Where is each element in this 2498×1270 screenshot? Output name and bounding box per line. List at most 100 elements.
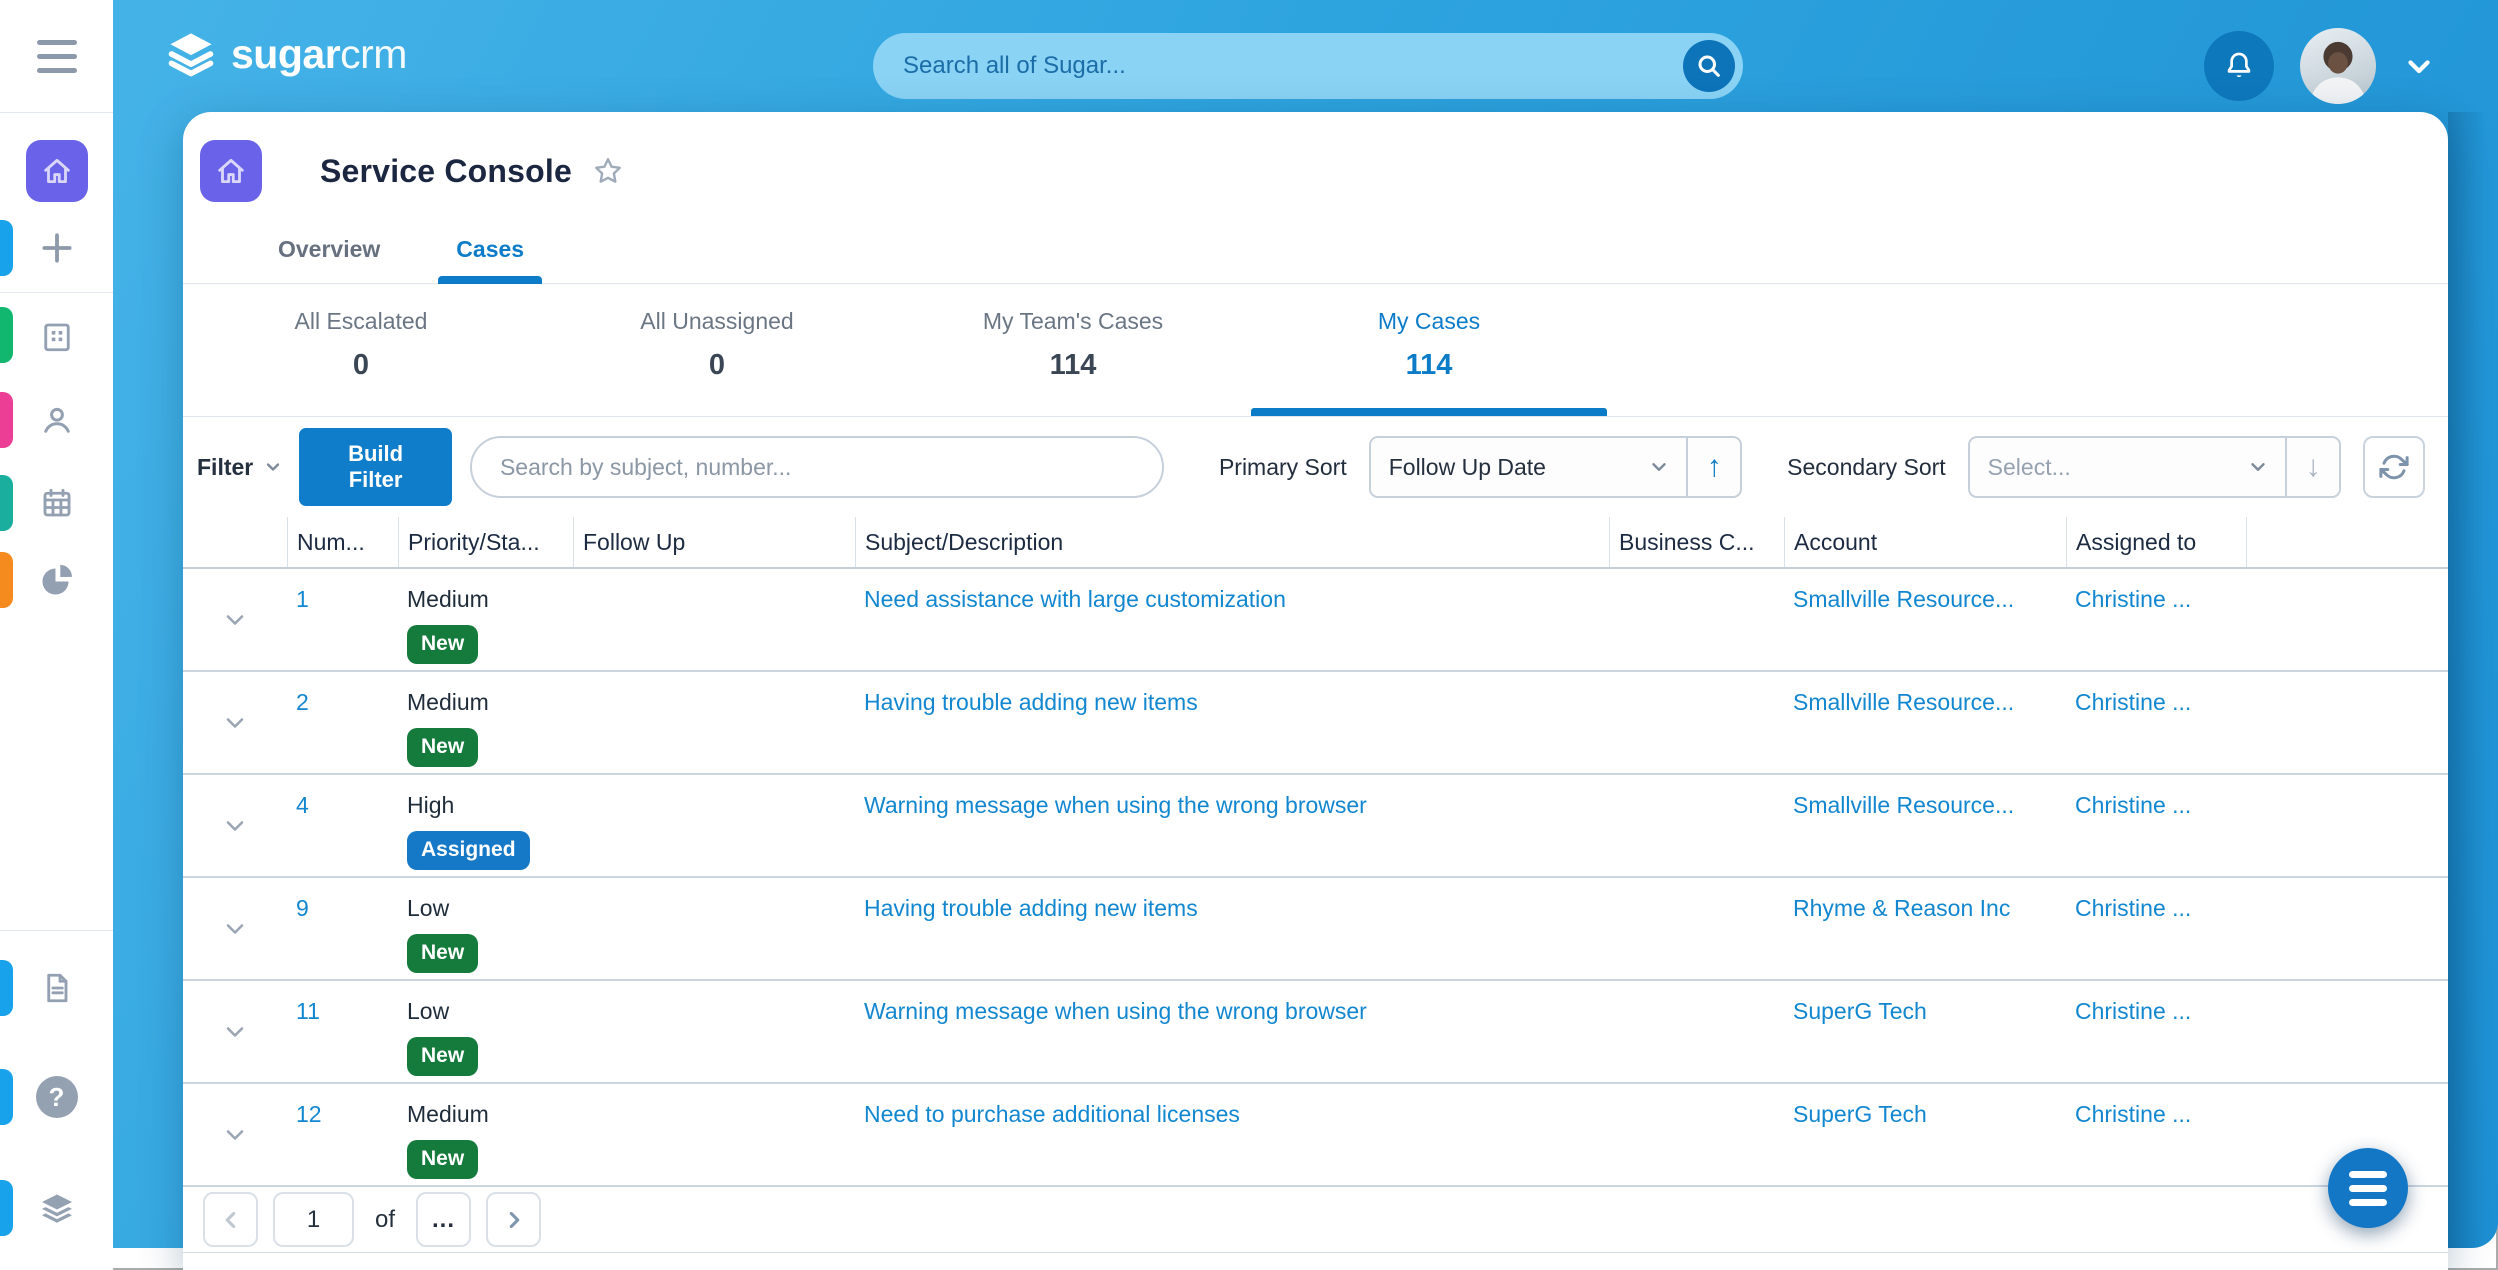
row-expand-chevron-icon[interactable]	[221, 1121, 249, 1149]
case-number-link[interactable]: 4	[296, 792, 309, 818]
sidebar-item-reports[interactable]	[0, 550, 113, 610]
secondary-sort-select[interactable]: Select...	[1970, 438, 2285, 496]
row-expand-chevron-icon[interactable]	[221, 606, 249, 634]
column-priority-status[interactable]: Priority/Sta...	[398, 517, 573, 567]
follow-up-cell	[573, 878, 855, 979]
right-edge-shade	[2448, 112, 2498, 1248]
home-icon	[214, 154, 248, 188]
stat-all-unassigned[interactable]: All Unassigned 0	[640, 308, 794, 381]
business-center-cell	[1609, 1084, 1784, 1185]
sidebar-top	[0, 0, 113, 113]
stat-my-cases[interactable]: My Cases 114	[1251, 284, 1607, 416]
status-badge: New	[407, 1140, 479, 1179]
global-search-button[interactable]	[1683, 40, 1735, 92]
case-number-link[interactable]: 2	[296, 689, 309, 715]
primary-sort-direction-button[interactable]: ↑	[1686, 438, 1740, 496]
previous-page-button[interactable]	[203, 1192, 258, 1247]
subject-link[interactable]: Having trouble adding new items	[864, 895, 1198, 921]
sidebar-item-add[interactable]	[0, 218, 113, 278]
subject-link[interactable]: Having trouble adding new items	[864, 689, 1198, 715]
stat-all-escalated[interactable]: All Escalated 0	[294, 308, 428, 381]
column-follow-up[interactable]: Follow Up	[573, 517, 855, 567]
account-link[interactable]: Rhyme & Reason Inc	[1793, 895, 2011, 921]
status-badge: Assigned	[407, 831, 530, 870]
column-number[interactable]: Num...	[287, 517, 398, 567]
sidebar-item-documents[interactable]	[0, 958, 113, 1018]
case-search-input[interactable]	[499, 453, 1134, 481]
account-link[interactable]: SuperG Tech	[1793, 998, 1927, 1024]
layers-logo-icon	[165, 28, 217, 80]
column-subject-description[interactable]: Subject/Description	[855, 517, 1609, 567]
priority-text: Low	[407, 895, 450, 921]
notifications-button[interactable]	[2204, 31, 2274, 101]
filter-bar: Filter Build Filter Primary Sort Follow …	[183, 417, 2448, 517]
case-number-link[interactable]: 9	[296, 895, 309, 921]
business-center-cell	[1609, 569, 1784, 670]
current-page-box[interactable]: 1	[273, 1192, 354, 1247]
sidebar-item-contacts[interactable]	[0, 390, 113, 450]
pagination-of-label: of	[375, 1205, 396, 1233]
assigned-to-link[interactable]: Christine ...	[2075, 586, 2192, 612]
account-link[interactable]: Smallville Resource...	[1793, 689, 2015, 715]
case-number-link[interactable]: 12	[296, 1101, 322, 1127]
refresh-button[interactable]	[2363, 436, 2425, 498]
favorite-star-button[interactable]	[592, 155, 624, 187]
subject-link[interactable]: Warning message when using the wrong bro…	[864, 792, 1367, 818]
case-number-link[interactable]: 1	[296, 586, 309, 612]
sidebar-item-home[interactable]	[26, 140, 88, 202]
assigned-to-link[interactable]: Christine ...	[2075, 689, 2192, 715]
case-search[interactable]	[469, 436, 1164, 498]
global-search-input[interactable]	[903, 52, 1683, 80]
sidebar-item-calendar[interactable]	[0, 473, 113, 533]
priority-text: Medium	[407, 689, 489, 715]
accent-pill-orange	[0, 552, 13, 608]
primary-sort-select[interactable]: Follow Up Date	[1371, 438, 1686, 496]
service-console-card: Service Console Overview Cases All Escal…	[183, 112, 2448, 1270]
column-account[interactable]: Account	[1784, 517, 2066, 567]
sidebar-toggle-button[interactable]	[36, 39, 77, 73]
sidebar-item-help[interactable]: ?	[0, 1067, 113, 1127]
business-center-cell	[1609, 672, 1784, 773]
stat-my-teams-cases[interactable]: My Team's Cases 114	[982, 308, 1164, 381]
follow-up-cell	[573, 672, 855, 773]
console-home-button[interactable]	[200, 140, 262, 202]
global-search[interactable]	[873, 33, 1743, 99]
table-row: 4 High Assigned Warning message when usin…	[183, 775, 2448, 878]
subject-link[interactable]: Need to purchase additional licenses	[864, 1101, 1240, 1127]
column-assigned-to[interactable]: Assigned to	[2066, 517, 2246, 567]
tab-bar: Overview Cases	[183, 226, 2448, 284]
assigned-to-link[interactable]: Christine ...	[2075, 1101, 2192, 1127]
row-expand-chevron-icon[interactable]	[221, 709, 249, 737]
row-expand-chevron-icon[interactable]	[221, 812, 249, 840]
sidebar-item-modules[interactable]	[0, 1178, 113, 1238]
quick-actions-fab[interactable]	[2328, 1148, 2408, 1228]
total-pages-button[interactable]: ...	[416, 1192, 472, 1247]
row-expand-chevron-icon[interactable]	[221, 915, 249, 943]
subject-link[interactable]: Need assistance with large customization	[864, 586, 1286, 612]
row-expand-chevron-icon[interactable]	[221, 1018, 249, 1046]
user-menu-chevron-icon[interactable]	[2402, 49, 2436, 83]
tab-overview[interactable]: Overview	[278, 236, 381, 262]
assigned-to-link[interactable]: Christine ...	[2075, 895, 2192, 921]
filter-dropdown[interactable]: Filter	[197, 454, 283, 481]
user-avatar[interactable]	[2300, 28, 2376, 104]
assigned-to-link[interactable]: Christine ...	[2075, 998, 2192, 1024]
column-business-center[interactable]: Business C...	[1609, 517, 1784, 567]
case-number-link[interactable]: 11	[296, 998, 320, 1024]
build-filter-button[interactable]: Build Filter	[299, 428, 452, 506]
sidebar-item-accounts[interactable]	[0, 307, 113, 367]
sugarcrm-logo[interactable]: sugarcrm	[165, 28, 407, 80]
tab-cases[interactable]: Cases	[438, 226, 542, 284]
accent-pill-blue	[0, 220, 13, 276]
secondary-sort-direction-button[interactable]: ↓	[2285, 438, 2339, 496]
sidebar-divider-bottom	[0, 930, 113, 931]
next-page-button[interactable]	[486, 1192, 542, 1247]
account-link[interactable]: Smallville Resource...	[1793, 792, 2015, 818]
account-link[interactable]: SuperG Tech	[1793, 1101, 1927, 1127]
subject-link[interactable]: Warning message when using the wrong bro…	[864, 998, 1367, 1024]
account-link[interactable]: Smallville Resource...	[1793, 586, 2015, 612]
assigned-to-link[interactable]: Christine ...	[2075, 792, 2192, 818]
brand-rest: crm	[340, 30, 407, 77]
row-end-cell	[2246, 569, 2448, 670]
secondary-sort-label: Secondary Sort	[1787, 453, 1946, 480]
